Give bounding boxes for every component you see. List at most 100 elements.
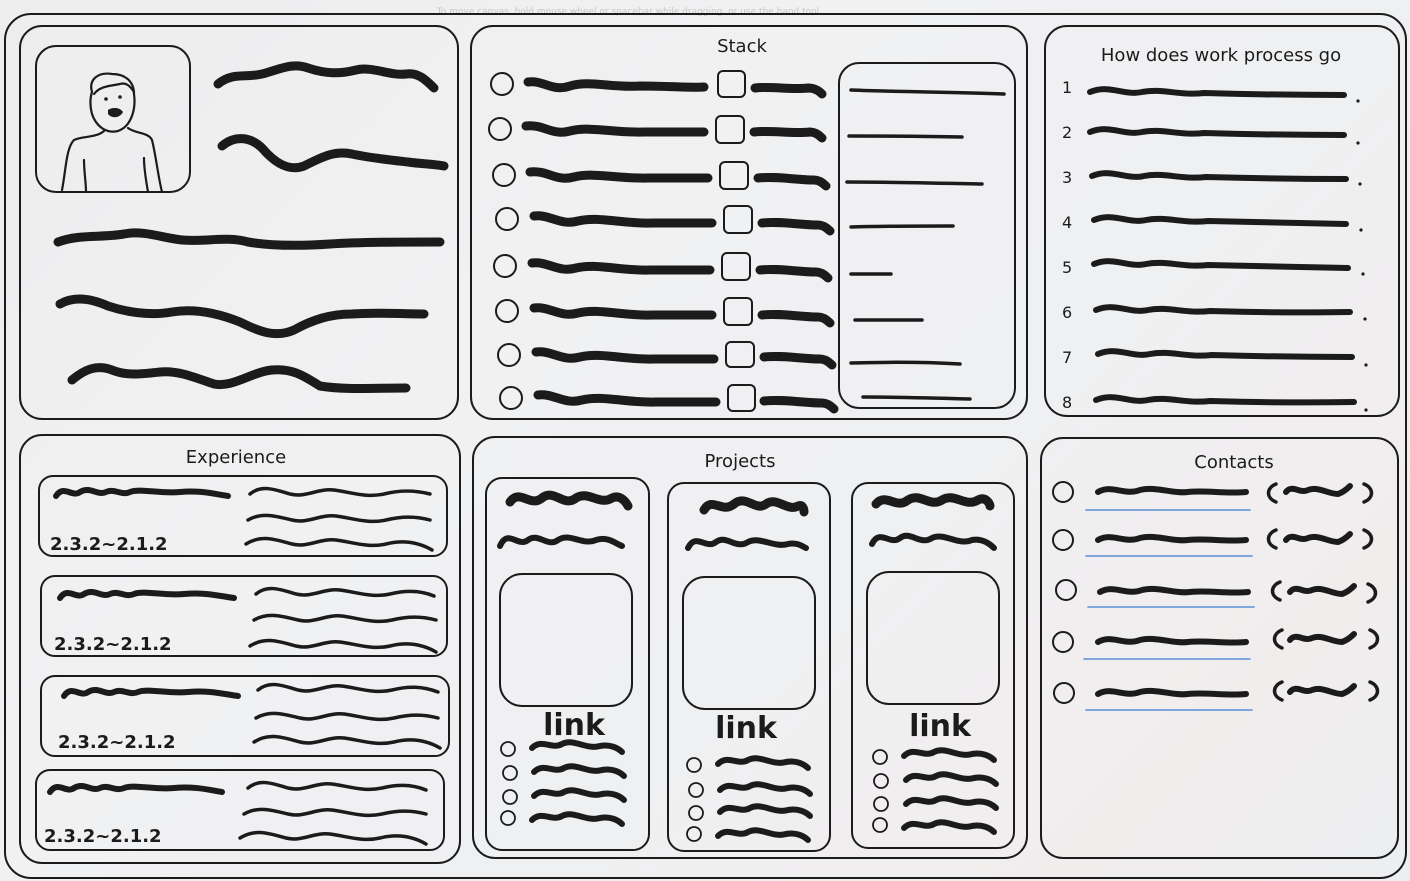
process-step: 7 [1062,348,1368,367]
contact-icon [1052,481,1074,503]
profile-name-scribble [213,61,439,93]
list-item [495,297,835,328]
project-desc-scribble [497,534,625,549]
contact-row[interactable] [1052,481,1374,511]
process-step: 1 [1062,78,1360,103]
list-item [497,341,837,370]
list-item [495,205,835,236]
step-number: 3 [1062,168,1072,187]
process-step: 2 [1062,123,1360,145]
checkbox-icon[interactable] [721,252,751,281]
profile-panel [19,25,459,420]
project-image-placeholder [866,571,1000,705]
step-number: 7 [1062,348,1072,367]
radio-icon[interactable] [492,163,516,187]
stack-title: Stack [717,36,767,57]
step-number: 6 [1062,303,1072,322]
process-title: How does work process go [1101,45,1341,66]
bullet-icon [873,773,889,789]
bullet-icon [872,749,888,765]
experience-card[interactable]: 2.3.2~2.1.2 [40,675,450,757]
list-item [488,115,827,144]
process-step: 4 [1062,213,1363,232]
experience-date: 2.3.2~2.1.2 [50,534,168,555]
project-name-scribble [505,490,633,511]
checkbox-icon[interactable] [717,70,746,98]
contact-icon [1052,529,1074,551]
process-step: 3 [1062,168,1362,187]
step-number: 5 [1062,258,1072,277]
process-step: 8 [1062,393,1368,412]
process-step: 6 [1062,303,1367,322]
profile-subtitle-scribble [217,134,449,173]
contact-row[interactable] [1052,528,1374,557]
process-panel: How does work process go 1 2 3 4 5 6 [1044,25,1400,417]
outer-frame [4,13,1407,879]
contacts-panel: Contacts [1040,437,1399,859]
checkbox-icon[interactable] [719,161,749,190]
project-card[interactable]: link [667,482,831,852]
process-step: 5 [1062,258,1365,277]
list-item [493,252,833,283]
radio-icon[interactable] [495,207,519,231]
profile-bio-scribble-1 [53,228,445,250]
bullet-icon [686,757,702,773]
project-card[interactable]: link [485,477,650,851]
experience-card[interactable]: 2.3.2~2.1.2 [40,575,448,657]
profile-bio-scribble-3 [67,363,411,393]
project-link[interactable]: link [909,709,972,744]
canvas-hint: To move canvas, hold mouse wheel or spac… [436,7,819,17]
radio-icon[interactable] [488,117,512,141]
step-number: 4 [1062,213,1072,232]
stack-detail-box [838,62,1016,409]
bullet-icon [502,765,518,781]
radio-icon[interactable] [497,343,521,367]
experience-card[interactable]: 2.3.2~2.1.2 [35,769,445,851]
project-link[interactable]: link [715,711,778,746]
experience-card[interactable]: 2.3.2~2.1.2 [38,475,448,557]
project-name-scribble [699,496,809,517]
bullet-icon [688,805,704,821]
step-number: 8 [1062,393,1072,412]
list-item [490,70,827,99]
experience-date: 2.3.2~2.1.2 [58,732,176,753]
contact-row[interactable] [1053,680,1380,711]
checkbox-icon[interactable] [727,384,756,412]
bullet-icon [686,826,702,842]
projects-panel: Projects link link [472,436,1028,859]
step-number: 2 [1062,123,1072,142]
checkbox-icon[interactable] [715,115,745,144]
stack-list [488,70,839,414]
project-desc-scribble [685,536,809,551]
radio-icon[interactable] [499,386,523,410]
bullet-icon [500,741,516,757]
list-item [499,384,839,414]
list-item [492,161,831,191]
radio-icon[interactable] [490,72,514,96]
contact-icon [1055,579,1077,601]
project-image-placeholder [682,576,816,710]
checkbox-icon[interactable] [723,205,753,234]
checkbox-icon[interactable] [725,341,755,368]
bullet-icon [500,810,516,826]
contacts-title: Contacts [1194,452,1273,473]
radio-icon[interactable] [493,254,517,278]
contact-icon [1052,631,1074,653]
experience-date: 2.3.2~2.1.2 [44,826,162,847]
avatar [35,45,191,194]
contact-icon [1053,682,1075,704]
project-image-placeholder [499,573,633,707]
project-link[interactable]: link [543,708,606,743]
project-card[interactable]: link [851,482,1015,849]
checkbox-icon[interactable] [723,297,753,326]
projects-title: Projects [705,451,776,472]
bullet-icon [873,796,889,812]
experience-panel: Experience 2.3.2~2.1.2 2.3.2~2.1.2 2.3.2… [19,434,461,864]
stack-panel: Stack [470,25,1028,420]
contact-row[interactable] [1052,628,1380,660]
profile-bio-scribble-2 [55,294,429,339]
radio-icon[interactable] [495,299,519,323]
bullet-icon [872,817,888,833]
contact-row[interactable] [1055,579,1378,608]
